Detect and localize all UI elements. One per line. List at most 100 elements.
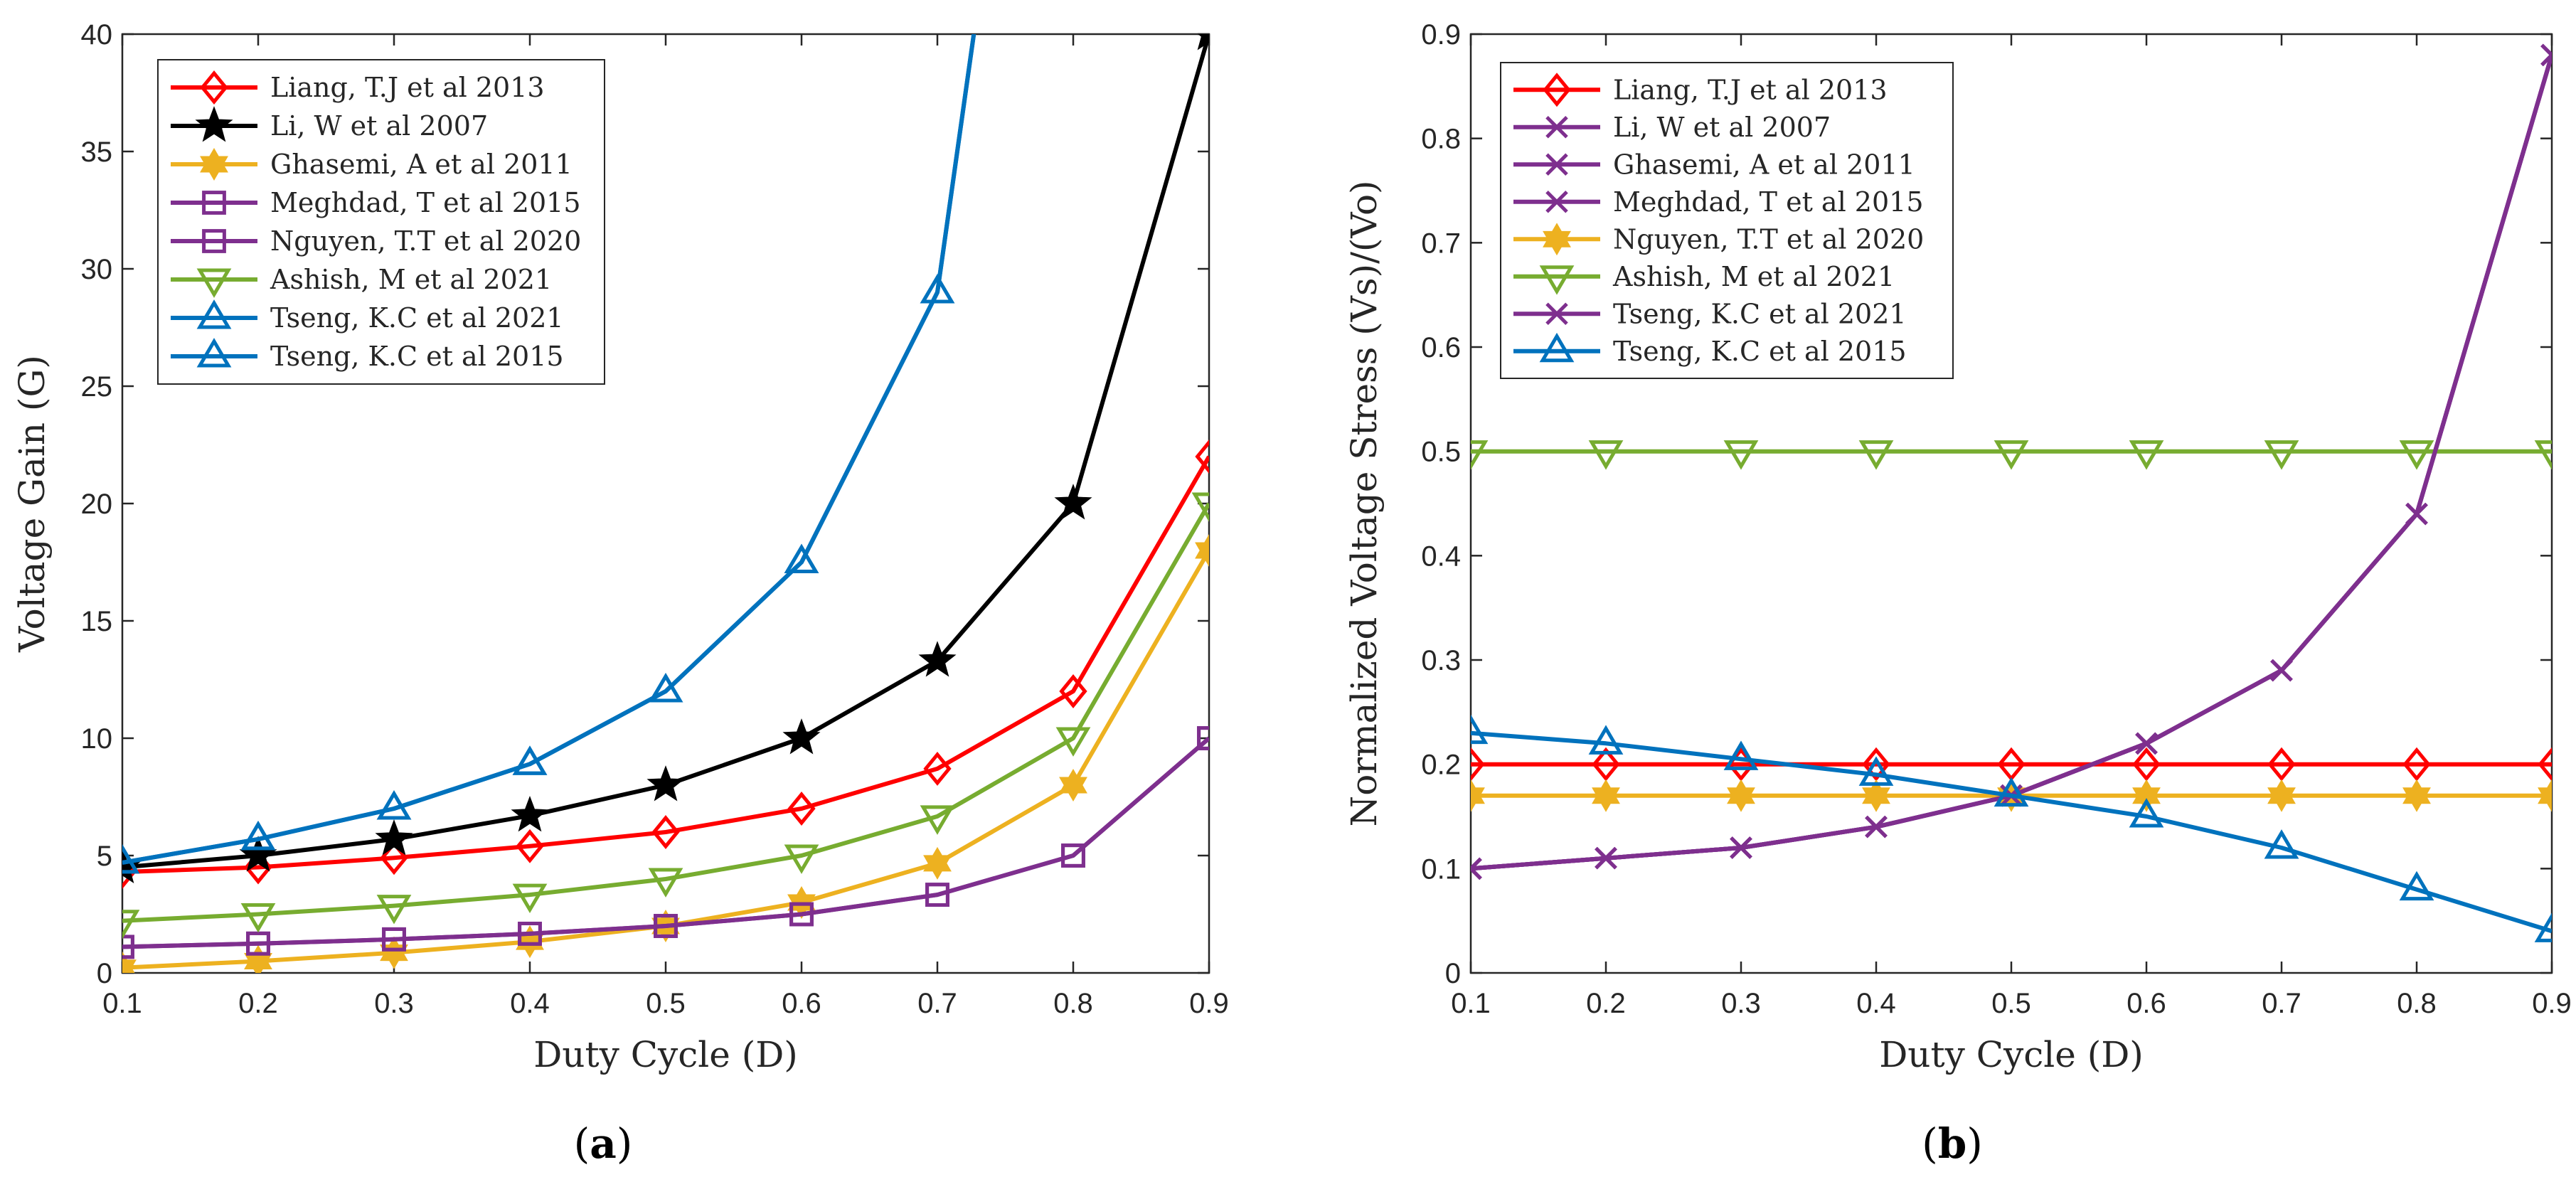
legend-label: Tseng, K.C et al 2015 — [1613, 336, 1907, 367]
y-tick-label: 0 — [1445, 958, 1461, 989]
legend-label: Liang, T.J et al 2013 — [1613, 74, 1888, 105]
legend-item: Nguyen, T.T et al 2020 — [1513, 223, 1924, 256]
legend-marker — [196, 268, 232, 298]
data-point — [1471, 747, 1485, 782]
series-line — [122, 736, 1209, 949]
data-point — [1471, 857, 1482, 880]
data-point — [923, 846, 952, 880]
data-point — [2399, 440, 2434, 470]
data-point — [648, 673, 683, 703]
data-point — [2132, 779, 2161, 812]
series-4 — [122, 726, 1209, 959]
data-point — [2267, 747, 2296, 782]
y-tick-label: 0.6 — [1421, 332, 1461, 363]
y-tick-label: 10 — [81, 723, 113, 755]
axis-ticks-a: 0.1 0.2 0.3 0.4 0.5 0.6 0.7 0.8 0.9 0 5 10 15 20 25 30 3… — [81, 19, 1229, 1019]
data-point — [787, 792, 816, 826]
legend-label: Ashish, M et al 2021 — [270, 264, 552, 295]
legend-marker — [200, 70, 228, 105]
legend-item: Meghdad, T et al 2015 — [171, 187, 581, 218]
legend-label: Tseng, K.C et al 2021 — [1613, 298, 1907, 329]
y-tick-label: 0.9 — [1421, 19, 1461, 50]
legend-box — [157, 59, 605, 385]
data-point — [240, 820, 276, 851]
x-tick-label: 0.7 — [917, 988, 957, 1019]
y-tick-label: 5 — [97, 841, 112, 872]
data-point — [2264, 829, 2299, 859]
legend-label: Li, W et al 2007 — [1613, 112, 1831, 143]
y-tick-label: 25 — [81, 371, 113, 403]
data-point — [1862, 779, 1890, 812]
data-point — [2402, 747, 2431, 782]
x-tick-label: 0.8 — [1053, 988, 1093, 1019]
data-point — [2538, 779, 2552, 812]
legend-item: Meghdad, T et al 2015 — [1513, 186, 1924, 218]
x-tick-label: 0.4 — [510, 988, 550, 1019]
legend-item: Li, W et al 2007 — [1513, 112, 1831, 143]
legend-label: Liang, T.J et al 2013 — [270, 72, 545, 103]
y-tick-label: 0.4 — [1421, 541, 1461, 572]
data-point — [246, 931, 270, 956]
legend-item: Ashish, M et al 2021 — [171, 264, 552, 298]
data-point — [512, 883, 548, 914]
data-point — [2270, 659, 2293, 682]
legend-marker — [1545, 115, 1568, 139]
legend-marker — [1539, 332, 1575, 363]
data-point — [2402, 779, 2431, 812]
data-point — [516, 829, 544, 863]
data-point — [784, 844, 819, 874]
series-7 — [122, 34, 976, 874]
legend-marker — [196, 299, 232, 329]
legend-marker — [202, 229, 226, 253]
series-line — [122, 502, 1209, 923]
data-point — [1059, 769, 1087, 802]
data-point — [1994, 440, 2029, 470]
legend-a: Liang, T.J et al 2013 Li, W et al 2007 Gha… — [157, 59, 605, 385]
x-tick-label: 0.6 — [782, 988, 821, 1019]
data-point — [1588, 725, 1624, 755]
legend-item: Nguyen, T.T et al 2020 — [171, 225, 581, 257]
data-point — [1723, 440, 1759, 470]
data-point — [1471, 779, 1485, 812]
legend-label: Nguyen, T.T et al 2020 — [270, 225, 581, 257]
data-point — [2132, 747, 2161, 782]
data-point — [1197, 726, 1209, 750]
series-group-b — [1471, 43, 2552, 942]
x-tick-label: 0.5 — [646, 988, 686, 1019]
legend-item: Ghasemi, A et al 2011 — [1513, 149, 1915, 180]
legend-label: Ghasemi, A et al 2011 — [1613, 149, 1915, 180]
data-point — [1588, 440, 1624, 470]
x-tick-label: 0.2 — [238, 988, 278, 1019]
legend-item: Tseng, K.C et al 2015 — [1513, 332, 1907, 367]
chart-panel-a: 0.1 0.2 0.3 0.4 0.5 0.6 0.7 0.8 0.9 0 5 10 15 20 25 30 3… — [11, 19, 1229, 1168]
data-point — [648, 868, 683, 898]
legend-label: Meghdad, T et al 2015 — [270, 187, 581, 218]
legend-item: Liang, T.J et al 2013 — [171, 70, 545, 105]
data-point — [1061, 843, 1085, 868]
legend-item: Ashish, M et al 2021 — [1513, 261, 1895, 295]
legend-marker — [1543, 223, 1571, 256]
data-point — [1055, 727, 1091, 757]
y-tick-label: 0.8 — [1421, 124, 1461, 155]
x-axis-label-b: Duty Cycle (D) — [1879, 1034, 2144, 1075]
x-axis-label-a: Duty Cycle (D) — [533, 1034, 798, 1075]
panel-label-b: (b) — [1922, 1119, 1983, 1168]
data-point — [1195, 534, 1209, 567]
legend-marker — [1539, 265, 1575, 295]
data-point — [1197, 34, 1209, 50]
legend-marker — [1543, 73, 1571, 107]
y-tick-label: 0.5 — [1421, 437, 1461, 468]
series-5 — [1471, 440, 2552, 470]
data-point — [1592, 747, 1620, 782]
axis-ticks-b: 0.1 0.2 0.3 0.4 0.5 0.6 0.7 0.8 0.900.10.20.30.4… — [1421, 19, 2571, 1019]
legend-marker — [1545, 190, 1568, 213]
data-point — [1592, 779, 1620, 812]
y-tick-label: 30 — [81, 254, 113, 285]
legend-item: Li, W et al 2007 — [171, 106, 488, 142]
data-point — [2534, 440, 2552, 470]
panel-label-a: (a) — [574, 1119, 633, 1168]
data-point — [376, 895, 412, 925]
data-point — [923, 751, 952, 786]
data-point — [1862, 747, 1890, 782]
